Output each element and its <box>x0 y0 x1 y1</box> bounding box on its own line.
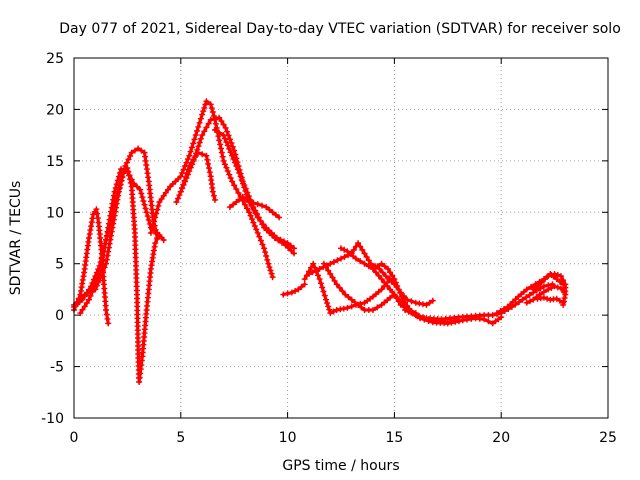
plot-frame <box>73 57 609 419</box>
data-series <box>226 193 283 221</box>
y-axis-label: SDTVAR / TECUs <box>8 181 24 296</box>
data-series <box>523 283 568 306</box>
x-tick-label: 5 <box>176 430 185 446</box>
y-tick-label: 15 <box>46 154 64 170</box>
x-axis-label: GPS time / hours <box>282 458 399 474</box>
grid <box>74 58 608 418</box>
series-trace <box>72 146 159 307</box>
y-tick-label: 10 <box>46 205 64 221</box>
data-series <box>77 166 161 317</box>
plus-markers <box>212 127 297 252</box>
plus-markers <box>280 281 308 298</box>
plus-markers <box>147 98 276 281</box>
plus-markers <box>77 166 161 317</box>
x-tick-label: 10 <box>279 430 297 446</box>
series-trace <box>213 128 296 250</box>
data-series <box>301 260 398 317</box>
data-series <box>534 294 567 306</box>
data-series <box>177 149 218 203</box>
series-layer <box>71 98 569 385</box>
x-tick-label: 20 <box>492 430 510 446</box>
x-tick-label: 0 <box>70 430 79 446</box>
y-tick-label: 20 <box>46 102 64 118</box>
axis-ticks: 0 5 10 15 20 25 -10 -5 0 5 10 15 20 25 <box>41 51 617 446</box>
plus-markers <box>523 283 568 306</box>
x-tick-label: 25 <box>599 430 617 446</box>
y-tick-label: 0 <box>55 308 64 324</box>
x-tick-label: 15 <box>385 430 403 446</box>
y-tick-label: 25 <box>46 51 64 67</box>
data-series <box>212 127 297 252</box>
data-series <box>280 281 308 298</box>
y-tick-label: -10 <box>41 411 64 427</box>
plus-markers <box>226 193 283 221</box>
plus-markers <box>534 294 567 306</box>
plus-markers <box>177 149 218 203</box>
y-tick-label: -5 <box>50 360 64 376</box>
chart-title: Day 077 of 2021, Sidereal Day-to-day VTE… <box>59 21 621 37</box>
y-tick-label: 5 <box>55 257 64 273</box>
